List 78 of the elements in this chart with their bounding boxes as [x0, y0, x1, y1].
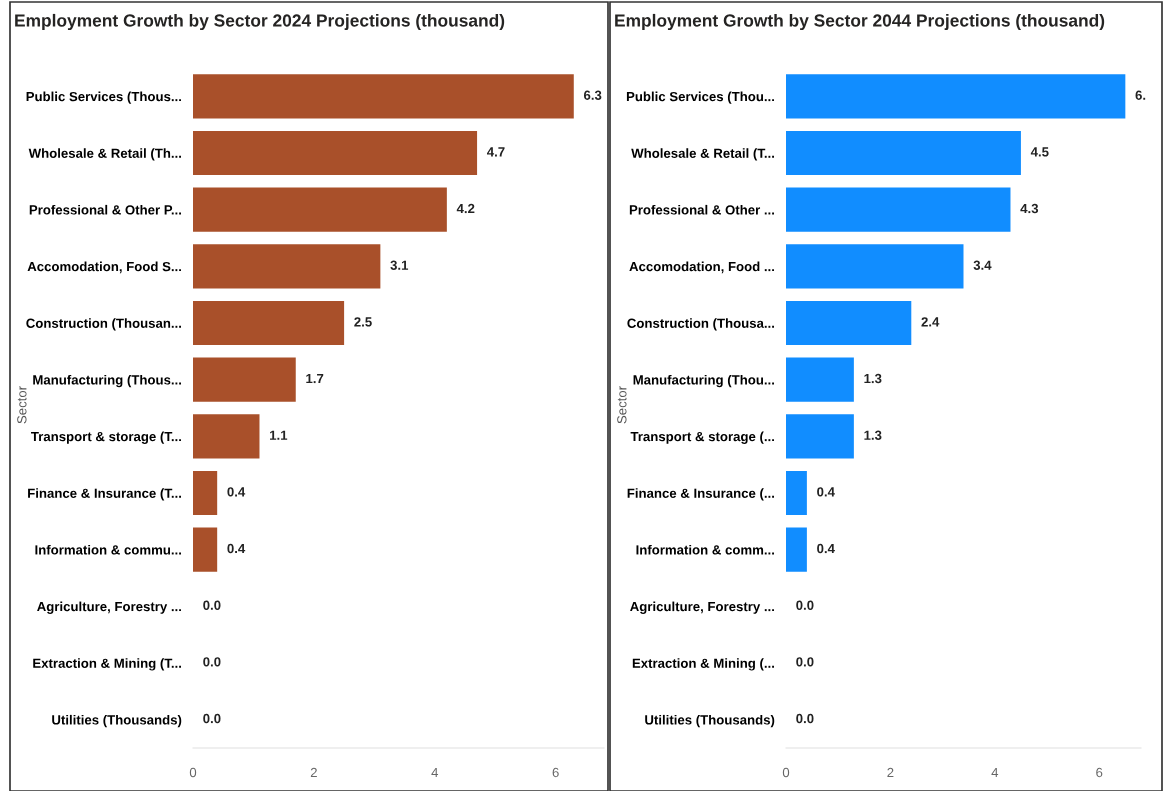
bar — [786, 414, 854, 459]
data-label: 4.7 — [487, 147, 505, 157]
y-tick-label: Transport & storage (T... — [31, 431, 181, 444]
data-label: 0.4 — [817, 543, 835, 554]
y-tick-label: Professional & Other P... — [29, 204, 181, 215]
y-tick-label: Information & comm... — [636, 544, 774, 555]
data-label: 0.0 — [796, 657, 814, 667]
data-label: 4.2 — [456, 203, 475, 214]
y-tick-label: Agriculture, Forestry ... — [630, 601, 774, 614]
data-label: 4.5 — [1030, 147, 1049, 157]
y-tick-label: Wholesale & Retail (Th... — [28, 148, 181, 161]
x-tick-label: 0 — [189, 767, 197, 778]
y-axis-title: Sector — [17, 386, 27, 424]
y-tick-label: Agriculture, Forestry ... — [37, 601, 181, 614]
bar — [786, 527, 807, 572]
y-tick-label: Accomodation, Food ... — [629, 261, 774, 274]
bar — [193, 130, 478, 176]
x-tick-label: 6 — [552, 767, 559, 778]
y-tick-label: Construction (Thousan... — [26, 318, 181, 331]
bar — [786, 187, 1011, 232]
y-tick-label: Wholesale & Retail (T... — [631, 148, 774, 161]
bar — [786, 300, 912, 346]
data-label: 0.4 — [227, 543, 246, 554]
data-label: 4.3 — [1020, 203, 1039, 214]
y-axis-title: Sector — [617, 386, 627, 424]
data-label: 0.0 — [203, 600, 221, 610]
data-label: 2.5 — [354, 317, 372, 327]
y-tick-label: Extraction & Mining (T... — [33, 658, 181, 671]
y-tick-label: Finance & Insurance (... — [627, 488, 774, 501]
data-label: 0.0 — [203, 713, 221, 724]
y-tick-label: Information & commu... — [35, 544, 181, 555]
data-label: 1.1 — [270, 430, 288, 440]
y-tick-label: Public Services (Thous... — [26, 91, 181, 104]
bar — [193, 527, 218, 572]
data-label: 1.3 — [864, 430, 882, 440]
data-label: 1.7 — [306, 374, 324, 384]
data-label: 0.4 — [227, 487, 246, 497]
bar — [193, 414, 260, 459]
data-label: 0.0 — [796, 713, 814, 724]
data-label: 1.3 — [864, 373, 882, 384]
chart-title: Employment Growth by Sector 2044 Projections (thousand) — [615, 13, 1105, 31]
bar — [786, 470, 807, 516]
data-label: 6.3 — [583, 90, 602, 100]
data-label: 0.0 — [796, 600, 814, 610]
data-label: 2.4 — [921, 317, 940, 327]
bar — [193, 187, 447, 232]
y-tick-label: Accomodation, Food S... — [27, 261, 181, 274]
data-label: 6. — [1135, 90, 1146, 100]
y-tick-label: Finance & Insurance (T... — [28, 488, 181, 501]
bar — [786, 130, 1021, 176]
bar — [786, 74, 1126, 119]
y-tick-label: Manufacturing (Thous... — [33, 374, 181, 388]
x-tick-label: 2 — [310, 767, 317, 778]
y-tick-label: Public Services (Thou... — [626, 91, 774, 104]
data-label: 0.0 — [203, 657, 221, 667]
y-tick-label: Extraction & Mining (... — [632, 658, 774, 671]
data-label: 3.1 — [390, 260, 409, 270]
x-tick-label: 4 — [991, 767, 999, 778]
x-tick-label: 4 — [431, 767, 439, 778]
x-tick-label: 6 — [1096, 767, 1103, 778]
bar — [786, 244, 964, 289]
bar — [193, 470, 218, 516]
x-tick-label: 2 — [887, 767, 894, 778]
bar — [193, 74, 574, 119]
y-tick-label: Construction (Thousa... — [627, 318, 774, 331]
y-tick-label: Professional & Other ... — [629, 204, 774, 215]
data-label: 0.4 — [817, 487, 835, 497]
y-tick-label: Utilities (Thousands) — [52, 714, 182, 728]
y-tick-label: Transport & storage (... — [630, 431, 774, 444]
bar — [193, 357, 296, 402]
bar — [786, 357, 854, 402]
y-tick-label: Manufacturing (Thou... — [633, 374, 774, 388]
data-label: 3.4 — [973, 260, 992, 270]
bar — [193, 300, 345, 346]
x-tick-label: 0 — [782, 767, 790, 778]
chart-title: Employment Growth by Sector 2024 Projections (thousand) — [15, 13, 505, 31]
y-tick-label: Utilities (Thousands) — [645, 714, 775, 728]
bar — [193, 244, 381, 289]
